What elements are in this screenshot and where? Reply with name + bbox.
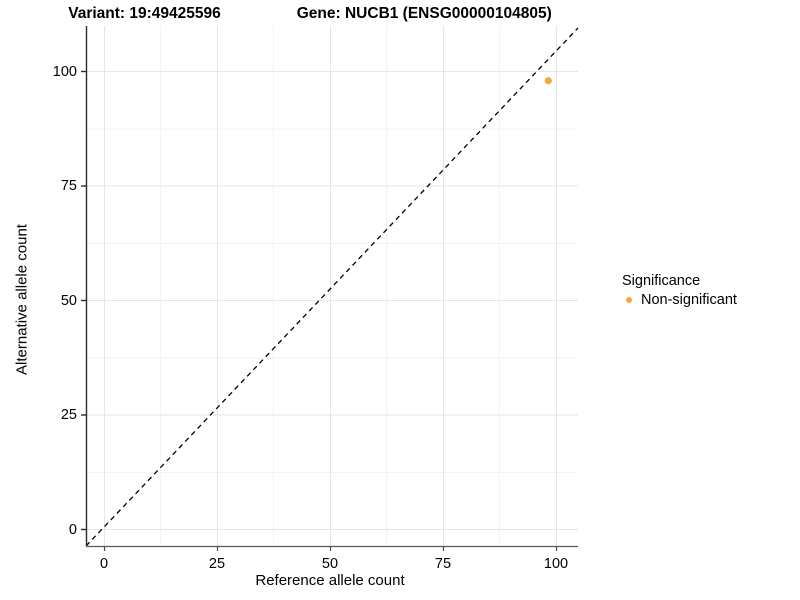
x-tick-label-1: 25 (208, 556, 226, 572)
x-tick-label-3: 75 (434, 556, 452, 572)
x-axis-title: Reference allele count (255, 572, 405, 589)
legend-key (622, 293, 636, 307)
y-tick-label-3: 75 (60, 178, 77, 194)
y-tick-label-4: 100 (52, 64, 77, 80)
y-tick-label-0: 0 (68, 522, 77, 538)
legend-dot-icon (626, 297, 632, 303)
grid-minor-vertical (160, 26, 500, 546)
legend-item-label: Non-significant (641, 292, 737, 308)
y-tick-label-2: 50 (60, 293, 77, 309)
x-tick-label-2: 50 (321, 556, 339, 572)
x-tick-label-4: 100 (543, 556, 569, 572)
x-tick-label-0: 0 (99, 556, 109, 572)
y-axis-title: Alternative allele count (13, 224, 31, 375)
y-axis-ticks (81, 70, 87, 531)
legend-title: Significance (622, 273, 701, 289)
grid-major-vertical (104, 26, 557, 546)
grid-major-horizontal (86, 71, 578, 530)
legend-item-non-significant[interactable]: Non-significant (622, 291, 797, 309)
y-tick-label-1: 25 (60, 407, 77, 423)
legend: Significance Non-significant (622, 272, 797, 309)
x-axis-ticks (103, 546, 558, 551)
identity-reference-line (85, 27, 579, 547)
panel-background (86, 26, 578, 546)
scatter-points (544, 77, 552, 85)
data-point[interactable] (544, 77, 552, 85)
grid-minor-horizontal (86, 128, 578, 473)
